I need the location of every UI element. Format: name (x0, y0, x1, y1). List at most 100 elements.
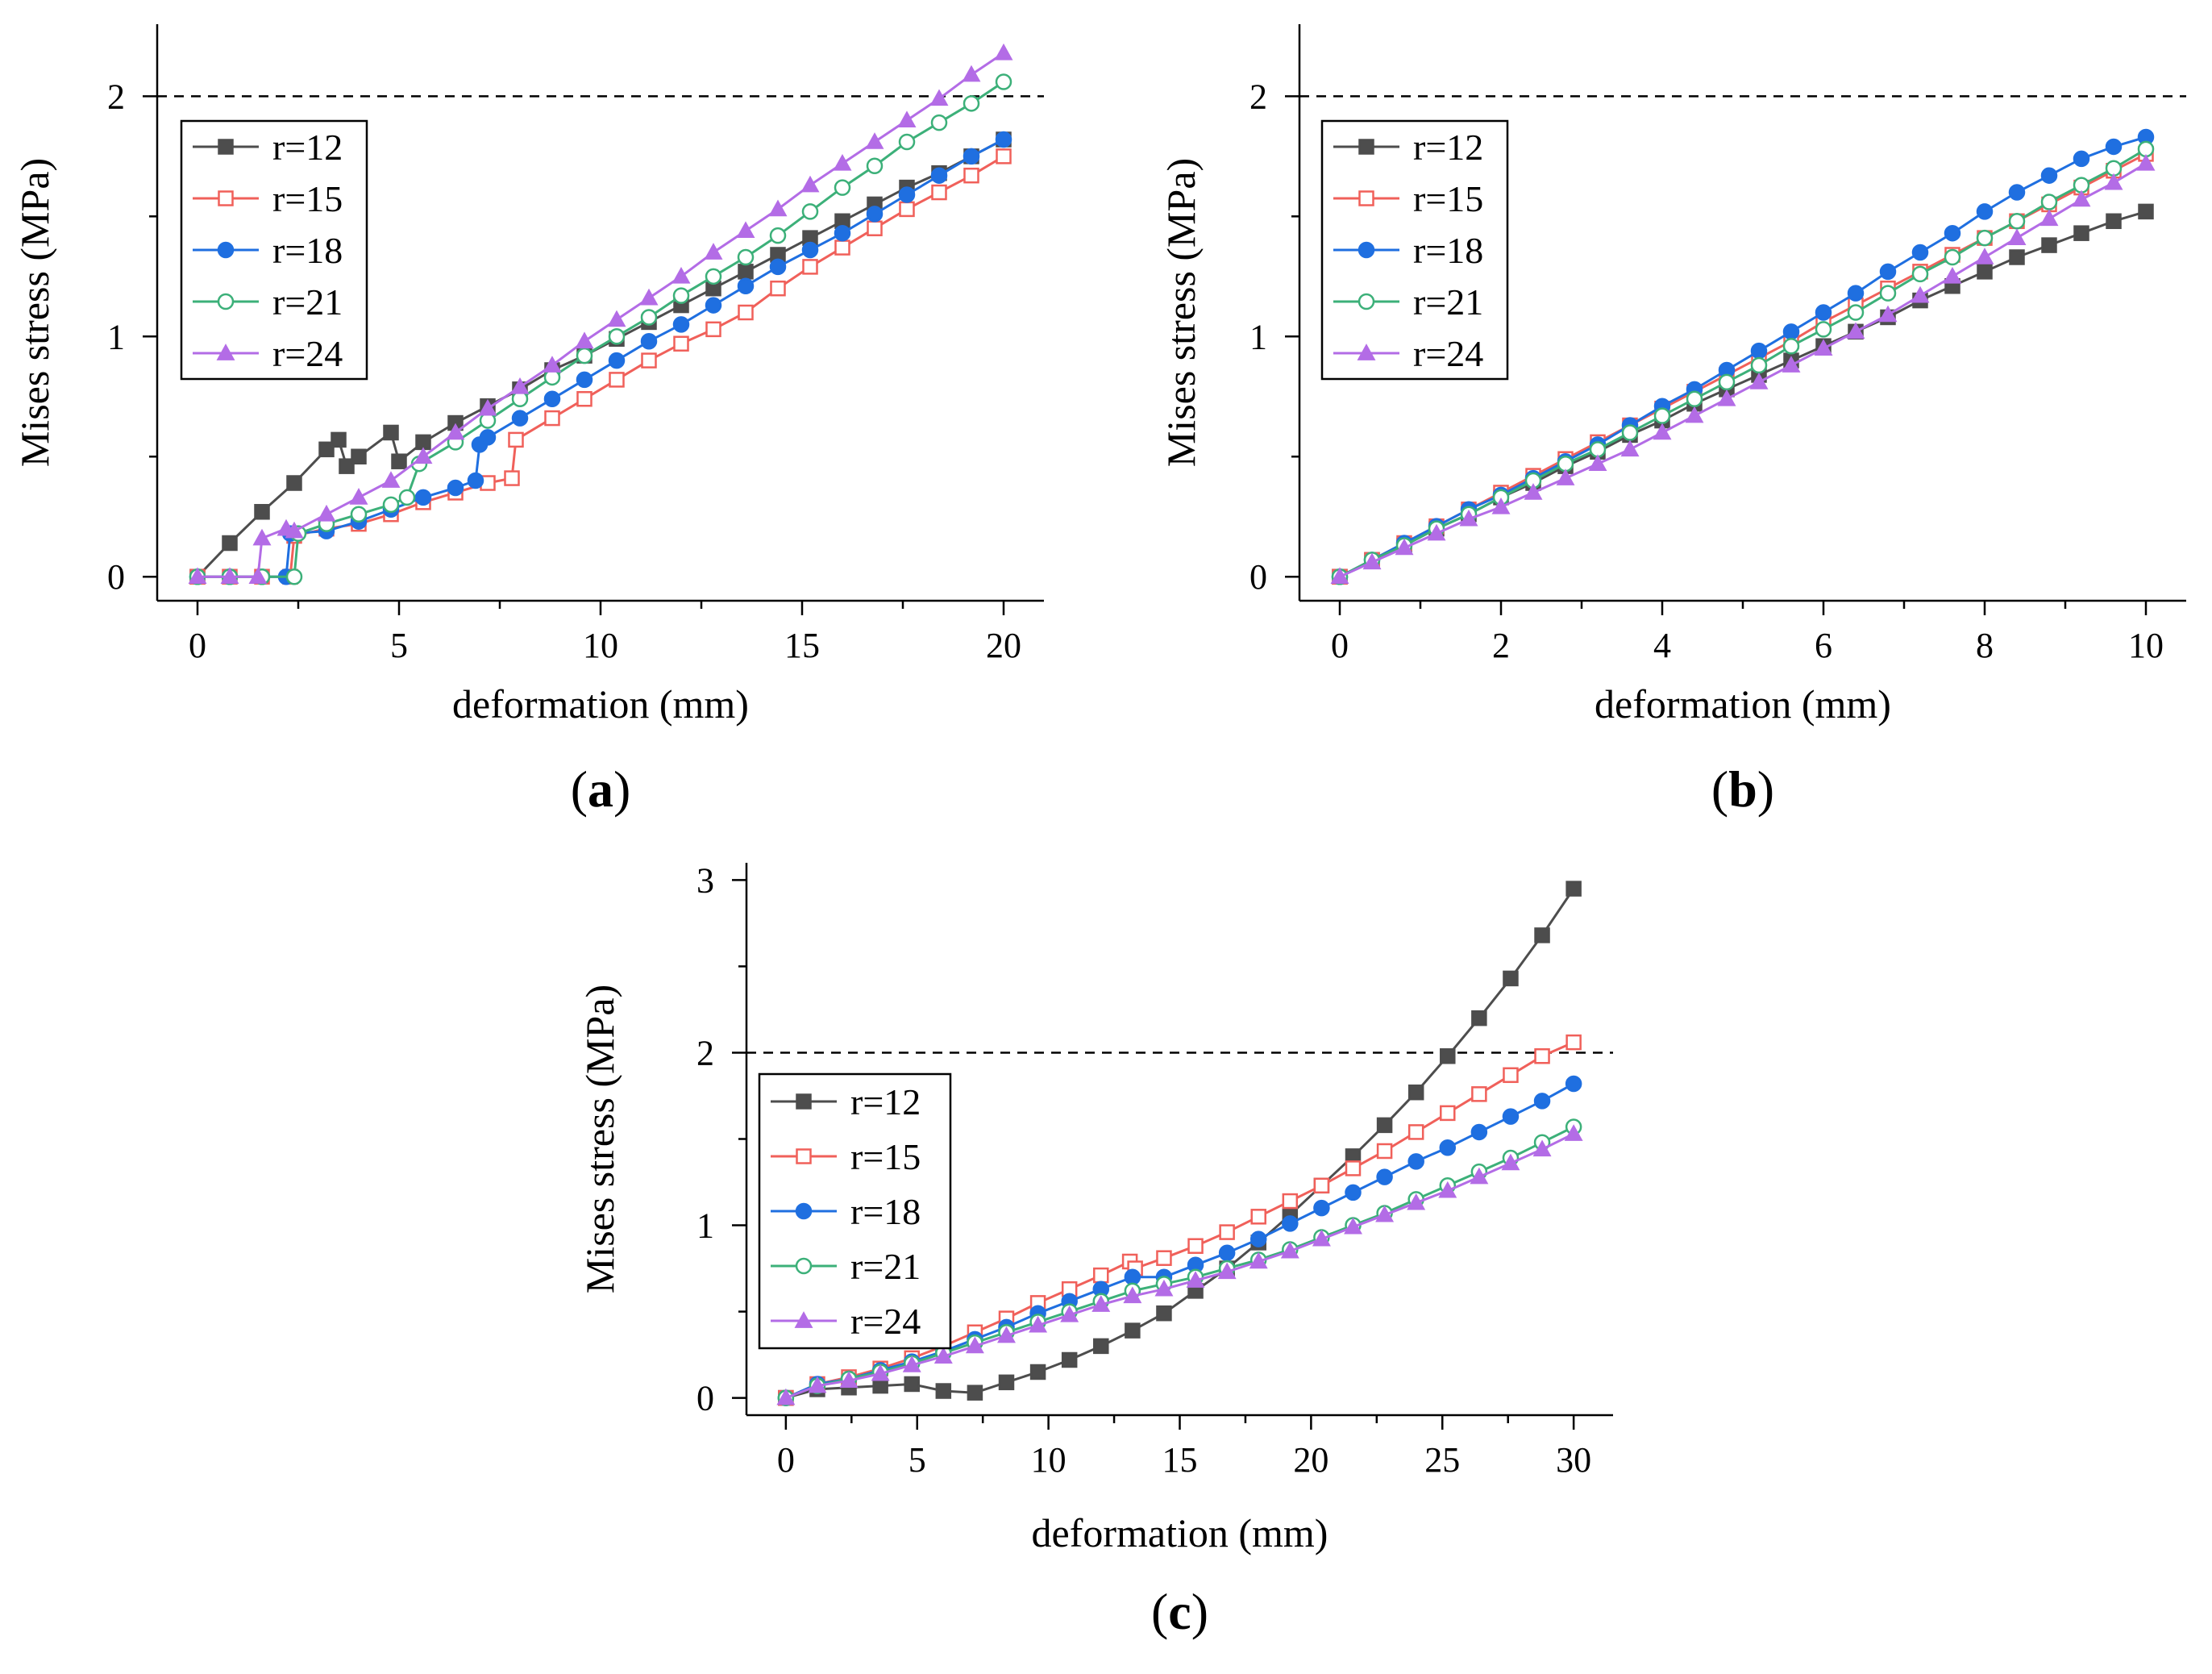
data-point-r-21 (608, 328, 626, 345)
x-tick-label-c: 10 (1031, 1440, 1066, 1480)
series-line-r-21 (198, 81, 1004, 578)
panel-label-letter: a (588, 760, 613, 818)
data-point-r-24 (2136, 153, 2156, 171)
data-point-r-24 (1501, 1153, 1520, 1171)
chart-b-svg: 0 2 4 6 8 10 0 1 2 deformation (mm) Mises stress (… (1158, 24, 2186, 818)
legend-label-r-21: r=21 (272, 281, 343, 323)
data-point-r-18 (1470, 1123, 1488, 1141)
panel-label-b: (b) (1711, 760, 1774, 818)
data-point-r-24 (1123, 1286, 1142, 1304)
data-point-r-24 (349, 488, 368, 505)
data-point-r-24 (1217, 1262, 1237, 1280)
chart-panel-c: 0 5 10 15 20 25 30 0 1 2 3 deformation (mm) Mises st… (553, 831, 1659, 1674)
data-point-r-24 (188, 567, 207, 585)
data-point-r-12 (391, 453, 407, 469)
legend-marker-r-21 (217, 293, 235, 310)
data-point-r-24 (1029, 1315, 1048, 1333)
x-tick-label-b: 8 (1976, 626, 1994, 665)
data-point-r-15 (867, 220, 883, 236)
data-point-r-24 (1878, 305, 1898, 323)
data-point-r-24 (1943, 266, 1962, 284)
legend-marker-r-12 (1358, 139, 1374, 155)
y-tick-label-c: 3 (696, 860, 714, 900)
data-point-r-21 (1815, 321, 1832, 338)
data-point-r-15 (508, 431, 524, 448)
data-point-r-24 (1532, 1139, 1552, 1157)
x-axis-title-a: deformation (mm) (452, 681, 749, 727)
data-point-r-24 (1186, 1271, 1205, 1288)
legend-marker-r-21 (795, 1257, 813, 1275)
data-point-r-12 (2009, 249, 2025, 265)
legend-marker-r-24 (794, 1311, 813, 1328)
data-point-r-24 (414, 447, 433, 464)
data-point-r-24 (248, 567, 268, 585)
data-point-r-12 (254, 504, 270, 520)
data-point-r-24 (704, 243, 723, 260)
data-point-r-12 (1534, 927, 1550, 943)
x-tick-label-c: 15 (1162, 1440, 1198, 1480)
data-point-r-15 (673, 335, 689, 352)
data-point-r-12 (1156, 1305, 1172, 1322)
legend-a: r=12 r=15 r=18 r=21 r=24 (180, 119, 368, 381)
data-point-r-21 (1847, 304, 1865, 321)
data-point-r-18 (2040, 167, 2058, 184)
data-point-r-15 (1407, 1124, 1424, 1140)
data-point-r-15 (641, 352, 657, 369)
data-point-r-18 (737, 277, 755, 294)
data-point-r-12 (872, 1377, 888, 1394)
data-point-r-21 (769, 227, 787, 244)
data-point-r-12 (2138, 203, 2154, 220)
data-point-r-24 (929, 89, 949, 106)
data-point-r-24 (1911, 285, 1930, 303)
data-point-r-12 (935, 1383, 952, 1399)
data-point-r-15 (802, 259, 818, 275)
data-point-r-24 (1375, 1205, 1395, 1222)
data-point-r-24 (1524, 483, 1543, 500)
data-point-r-12 (1503, 970, 1519, 987)
data-point-r-21 (2040, 194, 2058, 210)
data-point-r-21 (898, 133, 916, 151)
data-point-r-24 (1782, 356, 1801, 373)
legend-marker-r-24 (216, 344, 235, 360)
legend-marker-r-12 (796, 1093, 812, 1110)
data-point-r-24 (736, 221, 755, 239)
data-point-r-15 (996, 148, 1012, 164)
data-point-r-12 (2041, 237, 2057, 253)
panel-label-close: ) (613, 760, 630, 818)
panel-label-close: ) (1757, 760, 1774, 818)
x-axis-title-b: deformation (mm) (1595, 681, 1891, 727)
legend-label-r-12: r=12 (1413, 127, 1483, 168)
data-point-r-24 (607, 310, 626, 327)
data-point-r-21 (1653, 407, 1671, 424)
data-point-r-24 (2007, 228, 2027, 245)
data-point-r-18 (467, 472, 484, 489)
data-point-r-18 (2105, 138, 2123, 156)
data-point-r-18 (608, 352, 626, 369)
data-point-r-12 (1407, 1084, 1424, 1101)
data-point-r-18 (1750, 342, 1768, 360)
y-tick-label-c: 0 (696, 1379, 714, 1418)
data-point-r-12 (286, 475, 302, 491)
data-point-r-24 (1459, 509, 1478, 527)
data-point-r-18 (479, 429, 497, 446)
data-point-r-15 (1534, 1048, 1550, 1064)
data-point-r-24 (2039, 209, 2059, 227)
data-point-r-15 (544, 410, 560, 427)
legend-marker-r-12 (218, 139, 234, 155)
y-tick-label-b: 2 (1249, 77, 1267, 116)
data-point-r-18 (1345, 1184, 1362, 1201)
data-point-r-18 (898, 186, 916, 203)
data-point-r-24 (639, 288, 659, 306)
data-point-r-18 (995, 131, 1012, 148)
data-point-r-24 (1620, 439, 1640, 457)
data-point-r-12 (318, 441, 335, 458)
data-point-r-21 (350, 506, 368, 523)
data-point-r-15 (1156, 1250, 1172, 1266)
data-point-r-24 (1564, 1124, 1583, 1141)
data-point-r-18 (1533, 1093, 1551, 1110)
data-point-r-24 (994, 43, 1013, 60)
data-point-r-15 (1565, 1034, 1582, 1051)
legend-label-r-21: r=21 (1413, 281, 1483, 323)
x-tick-label-c: 20 (1293, 1440, 1328, 1480)
data-point-r-21 (1686, 390, 1703, 407)
